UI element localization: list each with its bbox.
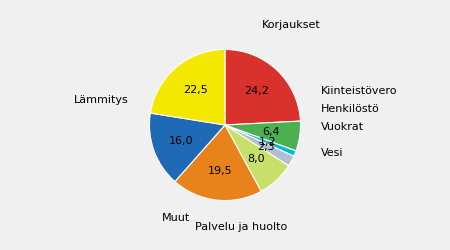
Wedge shape [225, 121, 301, 151]
Text: Palvelu ja huolto: Palvelu ja huolto [195, 222, 287, 232]
Text: Kiinteistövero: Kiinteistövero [321, 86, 397, 96]
Text: Korjaukset: Korjaukset [262, 20, 321, 30]
Text: 8,0: 8,0 [248, 154, 266, 164]
Text: Lämmitys: Lämmitys [74, 95, 129, 105]
Text: 2,3: 2,3 [257, 142, 274, 152]
Text: Vesi: Vesi [321, 148, 343, 158]
Text: 22,5: 22,5 [183, 85, 207, 95]
Text: 19,5: 19,5 [207, 166, 232, 176]
Wedge shape [175, 125, 261, 200]
Wedge shape [225, 50, 301, 125]
Text: 6,4: 6,4 [262, 127, 279, 137]
Text: Henkilöstö: Henkilöstö [321, 104, 380, 114]
Text: 1,2: 1,2 [259, 138, 277, 147]
Text: 16,0: 16,0 [169, 136, 194, 145]
Text: Muut: Muut [162, 213, 190, 223]
Wedge shape [150, 50, 225, 125]
Wedge shape [225, 125, 294, 166]
Text: Vuokrat: Vuokrat [321, 122, 364, 132]
Wedge shape [225, 125, 288, 191]
Wedge shape [149, 113, 225, 182]
Text: 24,2: 24,2 [244, 86, 269, 97]
Wedge shape [225, 125, 296, 156]
